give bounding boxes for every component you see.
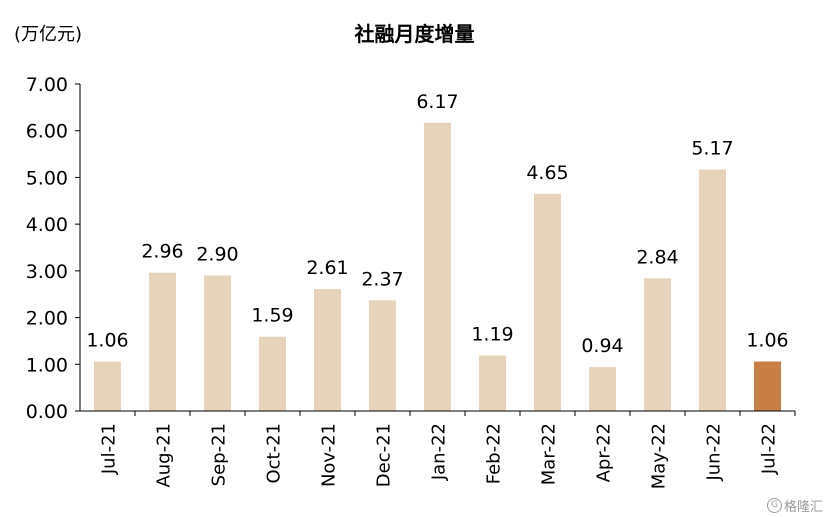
x-tick-label: Sep-21 (209, 423, 230, 486)
bar (369, 300, 396, 411)
x-tick-label: Oct-21 (264, 423, 285, 484)
y-tick-label: 1.00 (26, 354, 68, 376)
x-tick-label: Feb-22 (484, 423, 505, 484)
data-label: 2.90 (196, 244, 238, 266)
data-label: 1.06 (746, 329, 788, 351)
chart-title: 社融月度增量 (354, 22, 475, 46)
bar (424, 122, 451, 411)
data-label: 0.94 (581, 335, 623, 357)
watermark-text: 格隆汇 (783, 500, 823, 515)
bar (699, 169, 726, 411)
y-tick-label: 4.00 (26, 214, 68, 236)
x-tick-label: Apr-22 (594, 423, 615, 482)
bar (754, 361, 781, 411)
data-label: 2.96 (141, 241, 183, 263)
bar (589, 367, 616, 411)
x-tick-label: May-22 (649, 423, 670, 489)
bar (204, 275, 231, 411)
y-tick-label: 5.00 (26, 167, 68, 189)
data-label: 4.65 (526, 162, 568, 184)
data-label: 1.19 (471, 323, 513, 345)
watermark-logo-icon: G (766, 498, 782, 513)
data-label: 1.06 (86, 329, 128, 351)
y-tick-label: 6.00 (26, 121, 68, 143)
watermark: G 格隆汇 (766, 496, 823, 515)
x-tick-label: Dec-21 (374, 423, 395, 487)
y-axis-unit-label: (万亿元) (14, 24, 83, 45)
bar (259, 336, 286, 411)
bar (534, 193, 561, 411)
y-tick-label: 0.00 (26, 401, 68, 423)
data-label: 5.17 (691, 137, 733, 159)
x-tick-label: Jun-22 (704, 423, 725, 482)
bar (479, 355, 506, 411)
bar (94, 361, 121, 411)
x-tick-label: Jan-22 (429, 423, 450, 481)
x-tick-label: Nov-21 (319, 423, 340, 487)
data-label: 2.61 (306, 257, 348, 279)
x-tick-label: Aug-21 (154, 423, 175, 488)
x-tick-label: Mar-22 (539, 423, 560, 485)
data-label: 6.17 (416, 91, 458, 113)
y-tick-label: 3.00 (26, 261, 68, 283)
y-tick-label: 2.00 (26, 308, 68, 330)
bar (314, 289, 341, 411)
data-label: 2.37 (361, 268, 403, 290)
data-label: 1.59 (251, 305, 293, 327)
x-tick-label: Jul-21 (99, 423, 120, 475)
bar (149, 272, 176, 411)
data-label: 2.84 (636, 246, 678, 268)
x-tick-label: Jul-22 (759, 423, 780, 475)
bar (644, 278, 671, 411)
y-tick-label: 7.00 (26, 74, 68, 96)
